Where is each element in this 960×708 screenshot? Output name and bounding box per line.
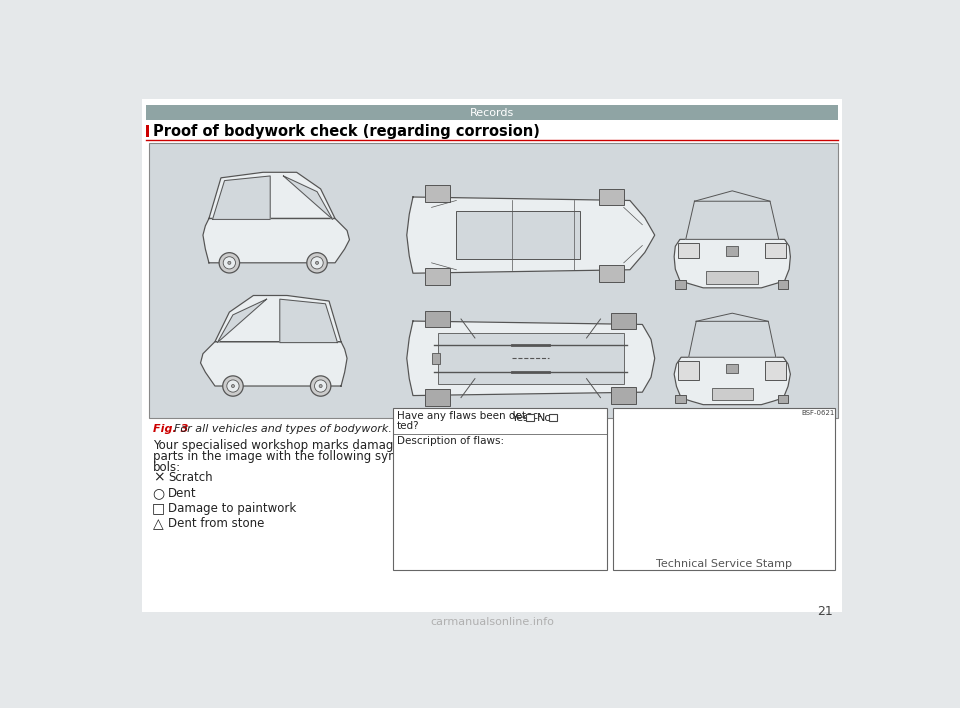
Circle shape: [316, 261, 319, 264]
Polygon shape: [283, 176, 333, 219]
Polygon shape: [685, 201, 779, 239]
Polygon shape: [209, 172, 335, 219]
Polygon shape: [201, 342, 348, 386]
Bar: [707, 270, 758, 285]
Text: △: △: [154, 517, 164, 531]
Polygon shape: [203, 219, 349, 263]
Circle shape: [219, 253, 240, 273]
Text: Your specialised workshop marks damaged: Your specialised workshop marks damaged: [153, 439, 408, 452]
Bar: [425, 389, 450, 406]
Polygon shape: [674, 358, 790, 405]
Circle shape: [227, 380, 239, 392]
Text: Technical Service Stamp: Technical Service Stamp: [656, 559, 792, 569]
Bar: [727, 246, 738, 256]
Bar: [425, 185, 450, 202]
Bar: [150, 144, 838, 418]
Bar: [599, 188, 624, 205]
Text: For all vehicles and types of bodywork.: For all vehicles and types of bodywork.: [175, 424, 392, 434]
Text: Proof of bodywork check (regarding corrosion): Proof of bodywork check (regarding corro…: [153, 124, 540, 139]
Text: BSF-0621: BSF-0621: [802, 410, 834, 416]
Circle shape: [224, 257, 235, 269]
Bar: [778, 395, 788, 404]
Bar: [778, 280, 788, 289]
Text: ○: ○: [153, 486, 165, 500]
Bar: [675, 280, 685, 289]
Circle shape: [311, 257, 324, 269]
Text: parts in the image with the following sym-: parts in the image with the following sy…: [153, 450, 403, 463]
Text: Have any flaws been detec-: Have any flaws been detec-: [396, 411, 541, 421]
Text: Dent from stone: Dent from stone: [168, 518, 264, 530]
Bar: [712, 388, 753, 400]
Polygon shape: [407, 321, 655, 396]
Bar: [438, 333, 624, 384]
Bar: [765, 361, 786, 380]
Polygon shape: [217, 299, 267, 343]
Bar: [765, 243, 786, 258]
Circle shape: [319, 384, 323, 387]
Bar: [456, 211, 581, 259]
Polygon shape: [674, 239, 790, 288]
Text: Dent: Dent: [168, 486, 197, 500]
Text: Records: Records: [469, 108, 515, 118]
Circle shape: [307, 253, 327, 273]
Text: □: □: [153, 501, 165, 515]
Polygon shape: [688, 321, 776, 358]
Bar: [599, 265, 624, 282]
Text: carmanualsonline.info: carmanualsonline.info: [430, 617, 554, 627]
Text: Yes:: Yes:: [512, 413, 534, 423]
Text: Description of flaws:: Description of flaws:: [396, 436, 504, 446]
Polygon shape: [212, 176, 270, 219]
Text: 21: 21: [817, 605, 833, 618]
Text: Damage to paintwork: Damage to paintwork: [168, 502, 297, 515]
Bar: [425, 311, 450, 327]
Text: No:: No:: [537, 413, 556, 423]
Bar: [612, 313, 636, 329]
Bar: [393, 409, 607, 570]
Bar: [678, 243, 699, 258]
Bar: [727, 364, 738, 374]
Circle shape: [228, 261, 231, 264]
Text: Fig. 3: Fig. 3: [153, 424, 188, 434]
Circle shape: [223, 376, 243, 396]
Circle shape: [231, 384, 234, 387]
Bar: [425, 268, 450, 285]
Bar: [675, 395, 685, 404]
Circle shape: [310, 376, 331, 396]
Text: ×: ×: [153, 471, 164, 485]
Text: ted?: ted?: [396, 421, 420, 430]
Bar: [612, 387, 636, 404]
Polygon shape: [407, 197, 655, 273]
Bar: [526, 413, 534, 421]
Polygon shape: [279, 299, 338, 343]
Bar: [549, 413, 557, 421]
Text: Scratch: Scratch: [168, 471, 213, 484]
Bar: [432, 353, 441, 364]
Bar: [612, 409, 834, 570]
Text: bols:: bols:: [153, 461, 180, 474]
Bar: [146, 125, 149, 137]
Bar: [146, 105, 838, 120]
Circle shape: [315, 380, 326, 392]
Bar: [678, 361, 699, 380]
Polygon shape: [215, 295, 341, 342]
